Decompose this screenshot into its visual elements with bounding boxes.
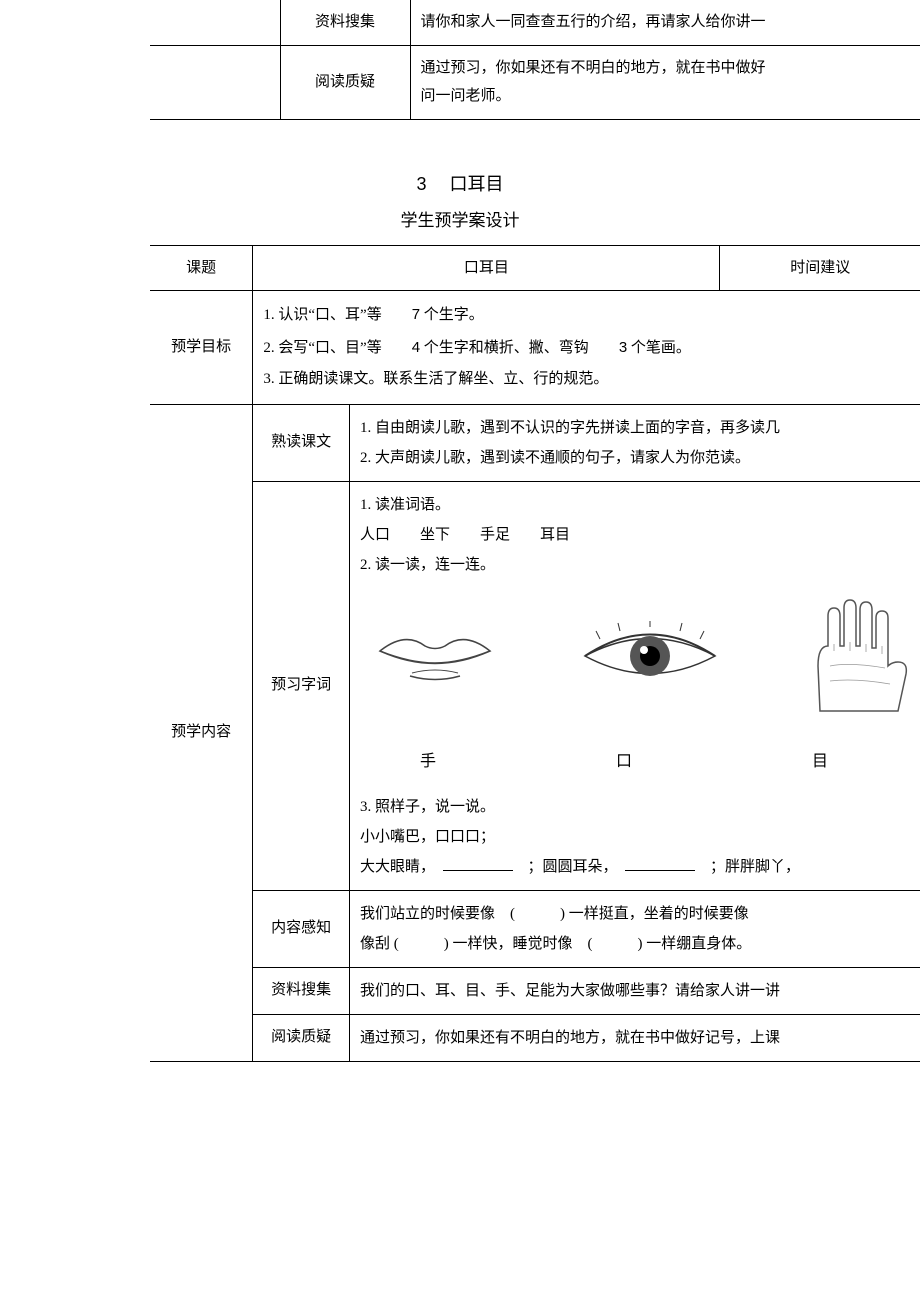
lesson-heading: 3 口耳目 bbox=[0, 170, 920, 196]
hand-icon bbox=[800, 596, 910, 716]
section-label: 内容感知 bbox=[253, 890, 350, 967]
text-line: 1. 自由朗读儿歌，遇到不认识的字先拼读上面的字音，再多读几 bbox=[360, 413, 910, 443]
text-line: 我们的口、耳、目、手、足能为大家做哪些事？请给家人讲一讲 bbox=[360, 983, 780, 999]
goals-label: 预学目标 bbox=[150, 291, 253, 405]
section-body: 1. 读准词语。 人口 坐下 手足 耳目 2. 读一读，连一连。 bbox=[349, 481, 920, 890]
pattern-title: 3. 照样子，说一说。 bbox=[360, 792, 910, 822]
row-label: 资料搜集 bbox=[280, 0, 410, 45]
fill-blank[interactable] bbox=[443, 856, 513, 871]
char-label: 手 bbox=[420, 746, 436, 778]
header-topic-value: 口耳目 bbox=[253, 245, 720, 291]
goal-item: 2. 会写“口、目”等4 个生字和横折、撇、弯钩3 个笔画。 bbox=[263, 332, 910, 365]
vocab-title: 1. 读准词语。 bbox=[360, 490, 910, 520]
section-body: 我们的口、耳、目、手、足能为大家做哪些事？请给家人讲一讲 bbox=[349, 967, 920, 1014]
goal-item: 1. 认识“口、耳”等7 个生字。 bbox=[263, 299, 910, 332]
table-row: 预习字词 1. 读准词语。 人口 坐下 手足 耳目 2. 读一读，连一连。 bbox=[150, 481, 920, 890]
table-row: 预学目标 1. 认识“口、耳”等7 个生字。 2. 会写“口、目”等4 个生字和… bbox=[150, 291, 920, 405]
text-line: 通过预习，你如果还有不明白的地方，就在书中做好记号，上课 bbox=[360, 1030, 780, 1046]
text-line: 我们站立的时候要像 ( ) 一样挺直，坐着的时候要像 bbox=[360, 899, 910, 929]
section-body: 我们站立的时候要像 ( ) 一样挺直，坐着的时候要像 像刮 ( ) 一样快，睡觉… bbox=[349, 890, 920, 967]
header-topic-label: 课题 bbox=[150, 245, 253, 291]
table-row: 阅读质疑 通过预习，你如果还有不明白的地方，就在书中做好问一问老师。 bbox=[150, 45, 920, 119]
char-label: 口 bbox=[616, 746, 632, 778]
lesson-number: 3 bbox=[416, 174, 426, 194]
text-line: 小小嘴巴，口口口； bbox=[360, 822, 910, 852]
vocab-list: 人口 坐下 手足 耳目 bbox=[360, 520, 910, 550]
image-row bbox=[370, 596, 910, 716]
empty-cell bbox=[150, 0, 280, 45]
header-time-label: 时间建议 bbox=[720, 245, 920, 291]
row-label: 阅读质疑 bbox=[280, 45, 410, 119]
text-line: 2. 大声朗读儿歌，遇到读不通顺的句子，请家人为你范读。 bbox=[360, 443, 910, 473]
top-fragment-table: 资料搜集 请你和家人一同查查五行的介绍，再请家人给你讲一 阅读质疑 通过预习，你… bbox=[150, 0, 920, 120]
eye-icon bbox=[580, 621, 720, 691]
text-line: 大大眼睛， ；圆圆耳朵， ；胖胖脚丫， bbox=[360, 852, 910, 882]
table-row: 预学内容 熟读课文 1. 自由朗读儿歌，遇到不认识的字先拼读上面的字音，再多读几… bbox=[150, 404, 920, 481]
section-body: 通过预习，你如果还有不明白的地方，就在书中做好记号，上课 bbox=[349, 1014, 920, 1061]
match-title: 2. 读一读，连一连。 bbox=[360, 550, 910, 580]
section-label: 资料搜集 bbox=[253, 967, 350, 1014]
main-table: 课题 口耳目 时间建议 预学目标 1. 认识“口、耳”等7 个生字。 2. 会写… bbox=[150, 245, 920, 1062]
section-label: 阅读质疑 bbox=[253, 1014, 350, 1061]
mouth-icon bbox=[370, 621, 500, 691]
fill-blank[interactable] bbox=[625, 856, 695, 871]
document-page: 资料搜集 请你和家人一同查查五行的介绍，再请家人给你讲一 阅读质疑 通过预习，你… bbox=[0, 0, 920, 1062]
section-label: 熟读课文 bbox=[253, 404, 350, 481]
row-text: 通过预习，你如果还有不明白的地方，就在书中做好问一问老师。 bbox=[410, 45, 920, 119]
content-label: 预学内容 bbox=[150, 404, 253, 1061]
empty-cell bbox=[150, 45, 280, 119]
goals-cell: 1. 认识“口、耳”等7 个生字。 2. 会写“口、目”等4 个生字和横折、撇、… bbox=[253, 291, 920, 405]
section-label: 预习字词 bbox=[253, 481, 350, 890]
table-row: 阅读质疑 通过预习，你如果还有不明白的地方，就在书中做好记号，上课 bbox=[150, 1014, 920, 1061]
table-row: 资料搜集 我们的口、耳、目、手、足能为大家做哪些事？请给家人讲一讲 bbox=[150, 967, 920, 1014]
lesson-subtitle: 学生预学案设计 bbox=[0, 206, 920, 231]
char-label: 目 bbox=[812, 746, 828, 778]
char-row: 手 口 目 bbox=[420, 746, 910, 778]
table-row: 课题 口耳目 时间建议 bbox=[150, 245, 920, 291]
text-line: 像刮 ( ) 一样快，睡觉时像 ( ) 一样绷直身体。 bbox=[360, 929, 910, 959]
table-row: 内容感知 我们站立的时候要像 ( ) 一样挺直，坐着的时候要像 像刮 ( ) 一… bbox=[150, 890, 920, 967]
goal-item: 3. 正确朗读课文。联系生活了解坐、立、行的规范。 bbox=[263, 364, 910, 396]
table-row: 资料搜集 请你和家人一同查查五行的介绍，再请家人给你讲一 bbox=[150, 0, 920, 45]
row-text: 请你和家人一同查查五行的介绍，再请家人给你讲一 bbox=[410, 0, 920, 45]
lesson-title: 口耳目 bbox=[450, 174, 504, 194]
section-body: 1. 自由朗读儿歌，遇到不认识的字先拼读上面的字音，再多读几 2. 大声朗读儿歌… bbox=[349, 404, 920, 481]
